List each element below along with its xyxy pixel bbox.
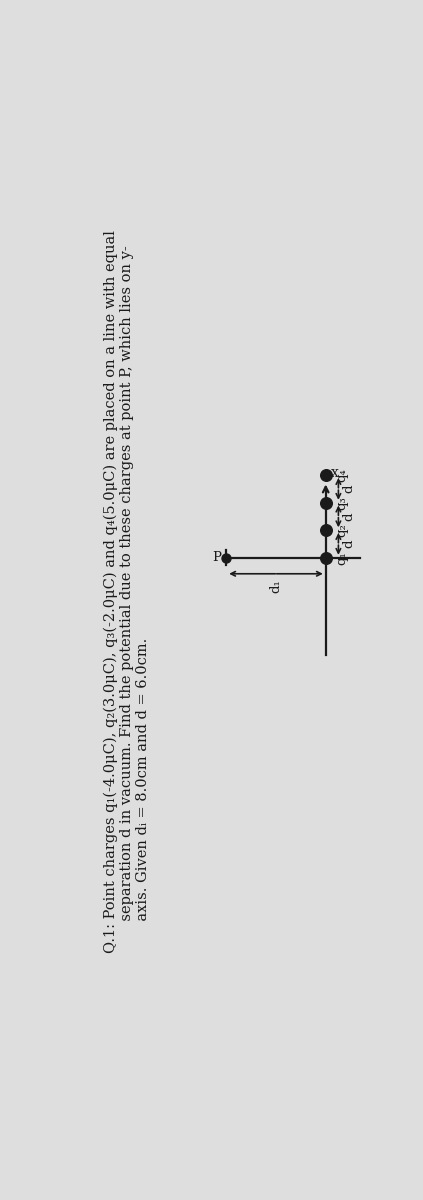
Point	[322, 493, 329, 512]
Text: d: d	[343, 485, 356, 493]
Text: P: P	[212, 551, 221, 564]
Text: d₁: d₁	[269, 578, 283, 593]
Point	[322, 548, 329, 568]
Text: Q.1: Point charges q₁(-4.0μC), q₂(3.0μC), q₃(-2.0μC) and q₄(5.0μC) are placed on: Q.1: Point charges q₁(-4.0μC), q₂(3.0μC)…	[104, 230, 150, 953]
Text: q₄: q₄	[335, 468, 348, 482]
Text: q₂: q₂	[335, 523, 348, 538]
Text: d: d	[343, 512, 356, 521]
Text: x: x	[331, 466, 339, 480]
Point	[322, 466, 329, 485]
Text: d: d	[343, 540, 356, 548]
Point	[223, 548, 230, 568]
Text: q₁: q₁	[335, 551, 348, 564]
Point	[322, 521, 329, 540]
Text: q₃: q₃	[335, 496, 348, 510]
